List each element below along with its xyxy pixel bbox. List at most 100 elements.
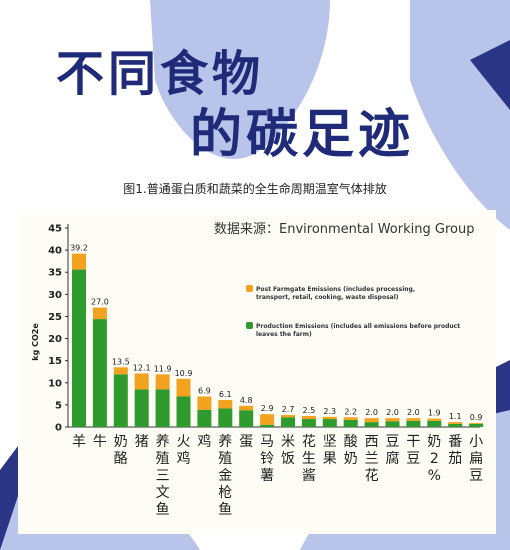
bar-post-farmgate [155, 374, 170, 390]
category-label: 奶 [344, 451, 358, 467]
category-label: 蛋 [239, 434, 253, 450]
category-label: 养 [218, 434, 232, 450]
category-label: % [428, 468, 441, 484]
value-label: 2.7 [282, 405, 295, 414]
category-label: 殖 [218, 450, 232, 467]
category-label: 养 [156, 434, 170, 450]
bar-post-farmgate [260, 414, 275, 425]
bar-post-farmgate [218, 400, 233, 409]
page-title-line-2: 的碳足迹 [190, 104, 415, 165]
bar-production [281, 417, 295, 427]
value-label: 2.0 [386, 408, 399, 417]
value-label: 10.9 [175, 369, 193, 378]
bars [72, 253, 484, 427]
category-label: 花 [302, 434, 316, 450]
category-label: 殖 [156, 450, 170, 467]
category-label: 花 [365, 468, 379, 484]
bar-post-farmgate [448, 422, 463, 424]
category-label: 豆 [386, 434, 400, 450]
legend-swatch-post-farmgate [246, 285, 253, 292]
category-label: 三 [156, 468, 170, 484]
category-label: 米 [281, 434, 295, 450]
category-label: 羊 [72, 434, 86, 450]
value-label: 1.9 [428, 409, 441, 418]
y-tick-label: 5 [55, 400, 62, 411]
legend: Post Farmgate Emissions (includes proces… [246, 285, 460, 338]
bar-post-farmgate [364, 418, 379, 423]
category-label: 鱼 [218, 501, 232, 518]
category-label: 兰 [365, 451, 379, 467]
category-label: 酸 [344, 434, 358, 450]
bar-production [364, 422, 379, 427]
bar-production [113, 374, 128, 427]
value-label: 2.2 [344, 407, 357, 416]
value-label: 2.5 [303, 406, 316, 415]
category-label: 马 [260, 434, 274, 450]
value-label: 0.9 [470, 413, 483, 422]
category-label: 番 [448, 434, 462, 450]
bar-production [406, 420, 421, 427]
category-label: 饭 [281, 451, 295, 467]
y-tick-label: 10 [48, 378, 62, 389]
y-tick-label: 45 [48, 224, 62, 235]
bar-production [385, 421, 400, 427]
bar-post-farmgate [134, 373, 149, 390]
bar-production [72, 269, 86, 427]
bar-production [155, 389, 170, 427]
value-label: 1.1 [449, 412, 462, 421]
value-label: 4.8 [240, 396, 253, 405]
bar-production [239, 410, 254, 427]
bar-post-farmgate [322, 416, 337, 420]
bar-production [322, 419, 337, 427]
category-label: 西 [365, 434, 379, 450]
y-axis-label: kg CO2e [31, 323, 40, 361]
value-label: 39.2 [70, 244, 88, 253]
bar-post-farmgate [72, 253, 86, 270]
category-label: 豆 [406, 451, 420, 467]
value-label: 6.9 [198, 386, 211, 395]
value-label: 12.1 [133, 363, 151, 372]
y-tick-label: 35 [48, 268, 62, 279]
legend-label-production: Production Emissions (includes all emiss… [256, 323, 460, 338]
category-label: 奶 [427, 434, 441, 450]
category-label: 薯 [260, 468, 274, 484]
value-label: 6.1 [219, 390, 232, 399]
bar-production [448, 423, 463, 427]
bar-post-farmgate [197, 396, 212, 410]
category-label: 果 [323, 451, 337, 467]
bar-post-farmgate [239, 405, 254, 411]
bar-post-farmgate [176, 378, 191, 397]
value-label: 2.0 [365, 408, 378, 417]
category-label: 火 [177, 434, 191, 450]
bar-post-farmgate [469, 423, 484, 424]
y-tick-label: 30 [48, 290, 62, 301]
value-label: 2.3 [323, 407, 336, 416]
category-label: 酪 [114, 451, 128, 467]
legend-label-post-farmgate: Post Farmgate Emissions (includes proces… [256, 286, 415, 301]
figure-caption: 图1.普通蛋白质和蔬菜的全生命周期温室气体排放 [123, 182, 387, 196]
category-label: 小 [469, 434, 483, 450]
bar-post-farmgate [343, 417, 358, 420]
bar-production [469, 423, 484, 427]
category-label: 奶 [114, 434, 128, 450]
bar-post-farmgate [113, 367, 128, 375]
value-label: 2.9 [261, 404, 274, 413]
value-label: 13.5 [112, 357, 130, 366]
category-label: 鸡 [177, 450, 191, 467]
legend-swatch-production [246, 322, 253, 329]
bar-production [197, 409, 212, 427]
category-label: 2 [430, 451, 439, 467]
bar-post-farmgate [301, 415, 316, 420]
bar-post-farmgate [385, 418, 400, 422]
category-label: 腐 [386, 450, 400, 467]
category-label: 茄 [448, 450, 462, 467]
bar-production [260, 424, 275, 427]
bar-post-farmgate [92, 307, 107, 320]
category-label: 干 [406, 434, 420, 450]
data-source: 数据来源：Environmental Working Group [214, 222, 475, 237]
category-label: 铃 [260, 451, 274, 467]
y-tick-label: 40 [48, 246, 62, 257]
value-label: 2.0 [407, 408, 420, 417]
labels: 39.2羊27.0牛13.5奶酪12.1猪11.9养殖三文鱼10.9火鸡6.9鸡… [70, 244, 483, 518]
